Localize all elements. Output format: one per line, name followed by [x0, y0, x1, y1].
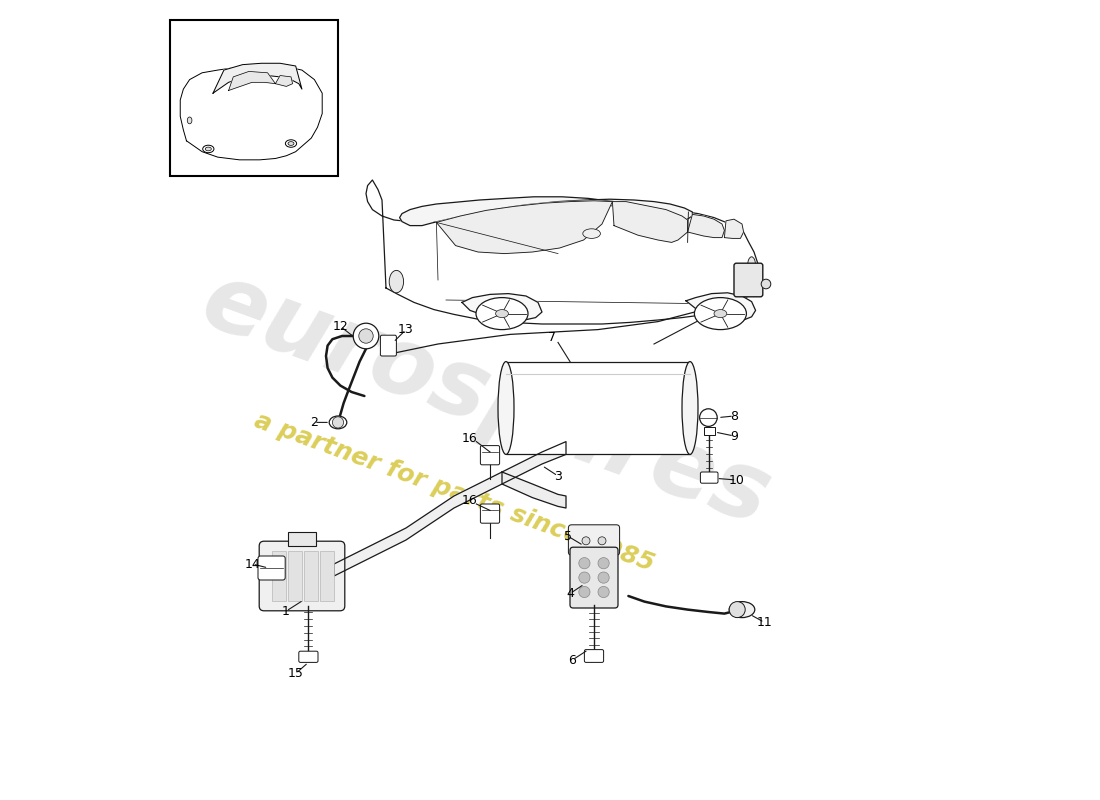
- Polygon shape: [399, 197, 692, 226]
- Ellipse shape: [187, 117, 191, 124]
- Ellipse shape: [329, 416, 346, 429]
- Bar: [704, 427, 715, 435]
- Polygon shape: [180, 66, 322, 160]
- Ellipse shape: [729, 602, 755, 618]
- Polygon shape: [334, 442, 566, 576]
- Polygon shape: [725, 219, 744, 238]
- Circle shape: [579, 586, 590, 598]
- FancyBboxPatch shape: [260, 541, 344, 611]
- Text: 11: 11: [757, 616, 772, 629]
- Bar: [304, 550, 318, 602]
- Bar: [170, 20, 338, 176]
- Ellipse shape: [389, 270, 404, 293]
- FancyBboxPatch shape: [569, 525, 619, 555]
- Circle shape: [332, 417, 343, 428]
- Polygon shape: [613, 202, 688, 242]
- Ellipse shape: [285, 140, 297, 147]
- Polygon shape: [462, 294, 542, 320]
- Ellipse shape: [288, 142, 294, 146]
- FancyBboxPatch shape: [584, 650, 604, 662]
- FancyBboxPatch shape: [258, 556, 285, 580]
- Ellipse shape: [496, 310, 508, 318]
- Text: 3: 3: [554, 470, 562, 482]
- Ellipse shape: [682, 362, 698, 454]
- Text: 12: 12: [332, 320, 349, 333]
- Circle shape: [598, 558, 609, 569]
- Polygon shape: [213, 63, 301, 93]
- Text: 8: 8: [730, 410, 738, 422]
- Text: 1: 1: [282, 605, 290, 618]
- Circle shape: [579, 572, 590, 583]
- Text: a partner for parts since 1985: a partner for parts since 1985: [251, 408, 658, 576]
- Text: 15: 15: [288, 667, 304, 680]
- Text: 7: 7: [548, 331, 556, 344]
- Text: 14: 14: [244, 558, 261, 570]
- Text: 9: 9: [730, 430, 738, 442]
- FancyBboxPatch shape: [481, 504, 499, 523]
- Polygon shape: [437, 201, 613, 254]
- Text: 10: 10: [728, 474, 745, 486]
- Text: 6: 6: [569, 654, 576, 666]
- Ellipse shape: [202, 146, 213, 153]
- Bar: [272, 550, 286, 602]
- FancyBboxPatch shape: [299, 651, 318, 662]
- Ellipse shape: [498, 362, 514, 454]
- Text: 13: 13: [398, 323, 414, 336]
- Ellipse shape: [748, 257, 756, 274]
- Ellipse shape: [206, 147, 211, 151]
- Polygon shape: [275, 75, 293, 86]
- Circle shape: [353, 323, 378, 349]
- Text: 2: 2: [310, 416, 318, 429]
- Polygon shape: [686, 293, 756, 320]
- Ellipse shape: [694, 298, 747, 330]
- Circle shape: [598, 572, 609, 583]
- Polygon shape: [502, 472, 566, 508]
- Text: 5: 5: [563, 530, 572, 542]
- Bar: [288, 550, 301, 602]
- Polygon shape: [688, 214, 725, 238]
- Ellipse shape: [583, 229, 601, 238]
- FancyBboxPatch shape: [381, 335, 396, 356]
- Circle shape: [582, 537, 590, 545]
- FancyBboxPatch shape: [570, 547, 618, 608]
- Circle shape: [579, 558, 590, 569]
- Ellipse shape: [476, 298, 528, 330]
- Polygon shape: [366, 180, 760, 324]
- Text: eurospares: eurospares: [189, 254, 782, 546]
- FancyBboxPatch shape: [701, 472, 718, 483]
- Bar: [506, 362, 690, 454]
- Circle shape: [761, 279, 771, 289]
- FancyBboxPatch shape: [481, 446, 499, 465]
- Ellipse shape: [714, 310, 727, 318]
- Text: 16: 16: [462, 494, 477, 507]
- Text: 16: 16: [462, 432, 477, 445]
- Bar: [320, 550, 333, 602]
- Polygon shape: [229, 71, 275, 90]
- Bar: [287, 531, 317, 546]
- Circle shape: [359, 329, 373, 343]
- Circle shape: [700, 409, 717, 426]
- Circle shape: [598, 586, 609, 598]
- Circle shape: [598, 537, 606, 545]
- FancyBboxPatch shape: [734, 263, 762, 297]
- Circle shape: [729, 602, 745, 618]
- Text: 4: 4: [566, 587, 574, 600]
